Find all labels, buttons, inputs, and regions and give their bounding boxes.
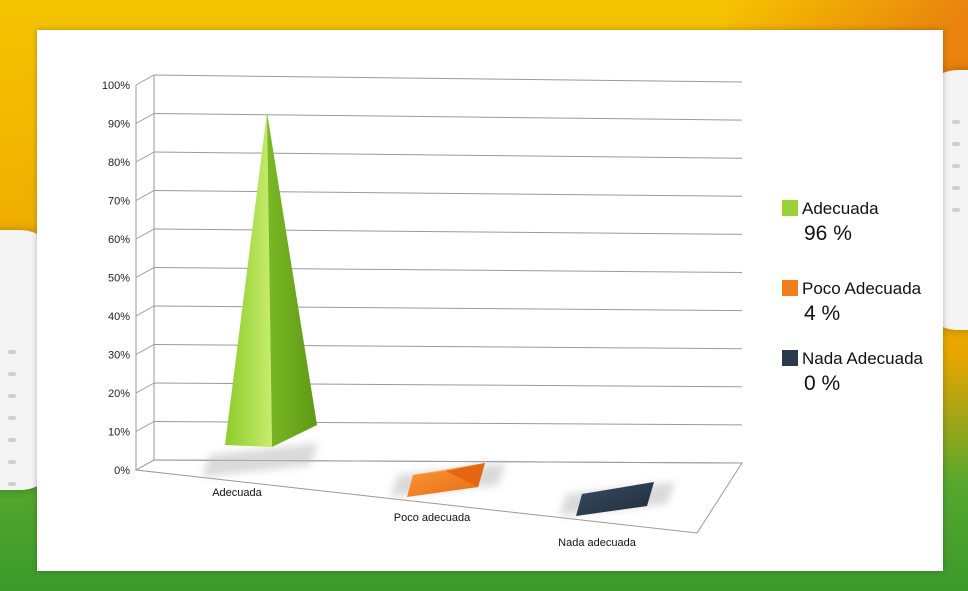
legend-label: Poco Adecuada	[802, 279, 922, 298]
legend-swatch	[782, 350, 798, 366]
y-tick-label: 40%	[108, 311, 130, 323]
gridline-depth	[135, 190, 155, 201]
y-tick-label: 50%	[108, 273, 130, 285]
gridline-depth	[135, 305, 155, 317]
y-tick-label: 0%	[114, 465, 130, 477]
gridline-depth	[135, 344, 155, 355]
legend-swatch	[782, 200, 798, 216]
gridline-depth	[135, 459, 155, 471]
x-tick-label: Adecuada	[212, 487, 262, 499]
bar-adecuada-front	[225, 112, 272, 448]
background-right-dots	[952, 120, 962, 212]
gridline	[153, 74, 743, 83]
legend-label: Adecuada	[802, 199, 879, 218]
y-tick-label: 100%	[102, 80, 130, 92]
gridline	[153, 190, 743, 197]
y-tick-label: 10%	[108, 427, 130, 439]
legend-value: 0 %	[804, 372, 840, 395]
background-left-dots	[8, 350, 18, 486]
chart-legend: Adecuada 96 % Poco Adecuada 4 % Nada Adecuad…	[782, 199, 924, 395]
y-tick-label: 30%	[108, 350, 130, 362]
gridline-depth	[135, 228, 155, 240]
bar-pyramid-face	[445, 463, 485, 487]
bar-shadow	[202, 443, 318, 477]
legend-swatch	[782, 280, 798, 296]
gridline	[153, 267, 743, 273]
legend-value: 96 %	[804, 222, 852, 245]
bar-pyramid-face	[413, 463, 485, 475]
y-tick-label: 70%	[108, 196, 130, 208]
gridline-depth	[135, 151, 155, 163]
gridline-depth	[135, 382, 155, 394]
bar-adecuada-side	[267, 112, 317, 448]
legend-value: 4 %	[804, 302, 840, 325]
y-tick-label: 90%	[108, 119, 130, 131]
gridline	[153, 113, 743, 121]
gridline-depth	[135, 113, 155, 124]
y-tick-label: 60%	[108, 234, 130, 246]
y-tick-label: 80%	[108, 157, 130, 169]
gridline-depth	[135, 421, 155, 432]
gridline-depth	[135, 74, 155, 86]
y-tick-label: 20%	[108, 388, 130, 400]
chart-marks	[202, 112, 675, 516]
gridline	[153, 228, 743, 235]
chart-card: 0% 10% 20% 30% 40% 50% 60% 70% 80% 90% 100% Adecuad…	[37, 30, 943, 571]
legend-label: Nada Adecuada	[802, 349, 924, 368]
x-tick-label: Nada adecuada	[558, 537, 637, 549]
bar-nada-adecuada	[576, 482, 654, 516]
chart-svg: 0% 10% 20% 30% 40% 50% 60% 70% 80% 90% 100% Adecuad…	[102, 74, 924, 549]
x-tick-label: Poco adecuada	[394, 512, 471, 524]
gridline-depth	[135, 267, 155, 278]
gridline	[153, 151, 743, 159]
